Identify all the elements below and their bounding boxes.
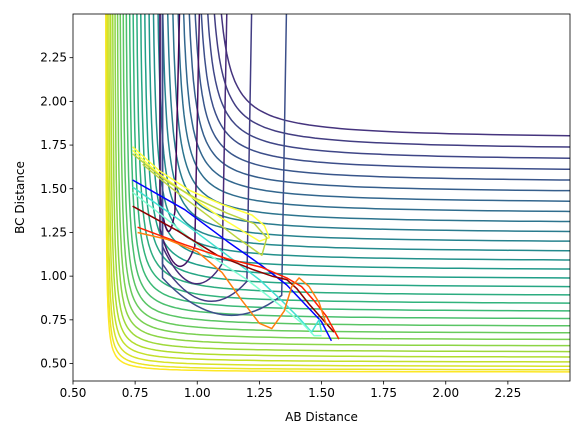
y-axis-label: BC Distance: [13, 161, 27, 234]
x-tick-label: 0.75: [122, 386, 149, 400]
x-axis-label: AB Distance: [285, 410, 358, 424]
y-tick-label: 1.00: [40, 269, 67, 283]
x-tick-label: 2.00: [432, 386, 459, 400]
x-tick-label: 1.25: [246, 386, 273, 400]
x-tick-label: 1.00: [184, 386, 211, 400]
x-tick-label: 2.25: [495, 386, 522, 400]
y-axis-ticks: 0.50 0.75 1.00 1.25 1.50 1.75 2.00 2.25: [40, 51, 73, 371]
x-axis-ticks: 0.50 0.75 1.00 1.25 1.50 1.75 2.00 2.25: [60, 381, 522, 400]
y-tick-label: 0.75: [40, 313, 67, 327]
y-tick-label: 1.25: [40, 225, 67, 239]
x-tick-label: 0.50: [60, 386, 87, 400]
x-tick-label: 1.75: [370, 386, 397, 400]
y-tick-label: 1.50: [40, 182, 67, 196]
y-tick-label: 2.00: [40, 94, 67, 108]
y-tick-label: 1.75: [40, 138, 67, 152]
x-tick-label: 1.50: [308, 386, 335, 400]
y-tick-label: 2.25: [40, 51, 67, 65]
y-tick-label: 0.50: [40, 357, 67, 371]
